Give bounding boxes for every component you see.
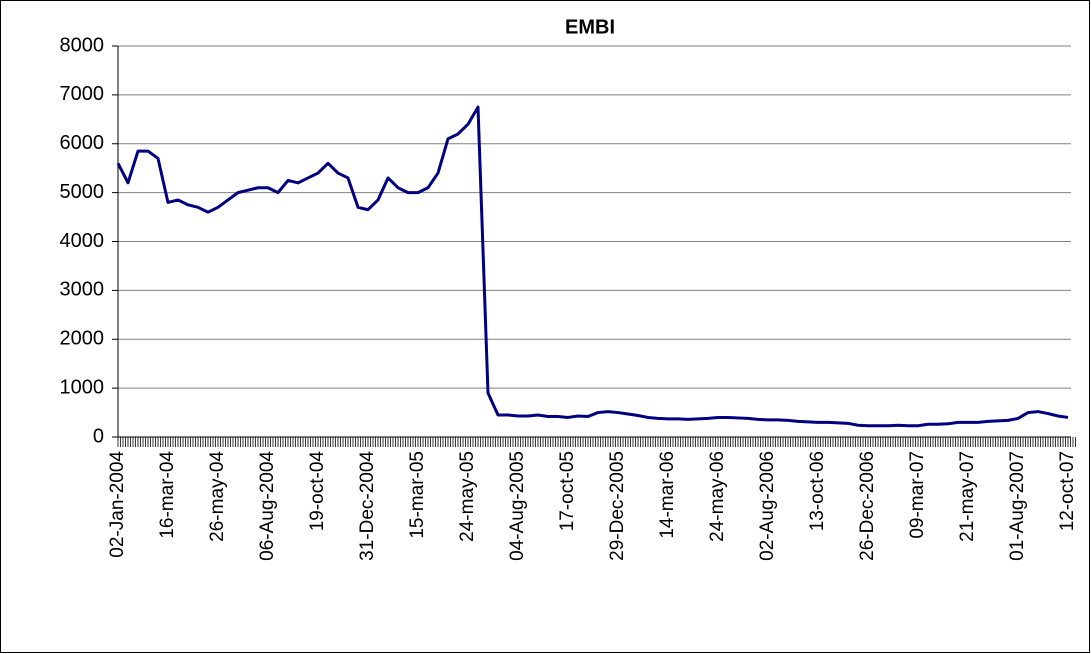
x-tick-label: 04-Aug-2005 <box>507 451 528 561</box>
x-tick-label: 21-may-07 <box>957 451 978 542</box>
x-tick-label: 24-may-05 <box>457 451 478 542</box>
y-tick-label: 4000 <box>60 230 105 252</box>
x-tick-label: 15-mar-05 <box>407 451 428 539</box>
x-tick-label: 02-Jan-2004 <box>107 451 128 558</box>
y-tick-label: 8000 <box>60 34 105 56</box>
y-tick-label: 0 <box>93 425 104 447</box>
x-tick-label: 14-mar-06 <box>657 451 678 539</box>
y-tick-label: 1000 <box>60 376 105 398</box>
x-tick-label: 19-oct-04 <box>307 451 328 532</box>
x-tick-label: 06-Aug-2004 <box>257 451 278 561</box>
y-tick-label: 3000 <box>60 279 105 301</box>
chart-title: EMBI <box>565 16 615 38</box>
line <box>116 105 1069 428</box>
x-tick-label: 16-mar-04 <box>157 451 178 539</box>
x-tick-label: 02-Aug-2006 <box>757 451 778 561</box>
x-tick-label: 26-Dec-2006 <box>857 451 878 561</box>
y-tick-label: 7000 <box>60 83 105 105</box>
x-tick-label: 09-mar-07 <box>907 451 928 539</box>
x-tick-label: 17-oct-05 <box>557 451 578 531</box>
x-tick-label: 01-Aug-2007 <box>1007 451 1028 561</box>
x-tick-label: 26-may-04 <box>207 451 228 542</box>
x-tick-label: 24-may-06 <box>707 451 728 542</box>
x-tick-label: 31-Dec-2004 <box>357 451 378 561</box>
x-tick-label: 12-oct-07 <box>1057 451 1078 531</box>
y-tick-label: 5000 <box>60 181 105 203</box>
x-tick-label: 29-Dec-2005 <box>607 451 628 561</box>
y-tick-label: 6000 <box>60 132 105 154</box>
x-tick-label: 13-oct-06 <box>807 451 828 531</box>
y-tick-label: 2000 <box>60 328 105 350</box>
